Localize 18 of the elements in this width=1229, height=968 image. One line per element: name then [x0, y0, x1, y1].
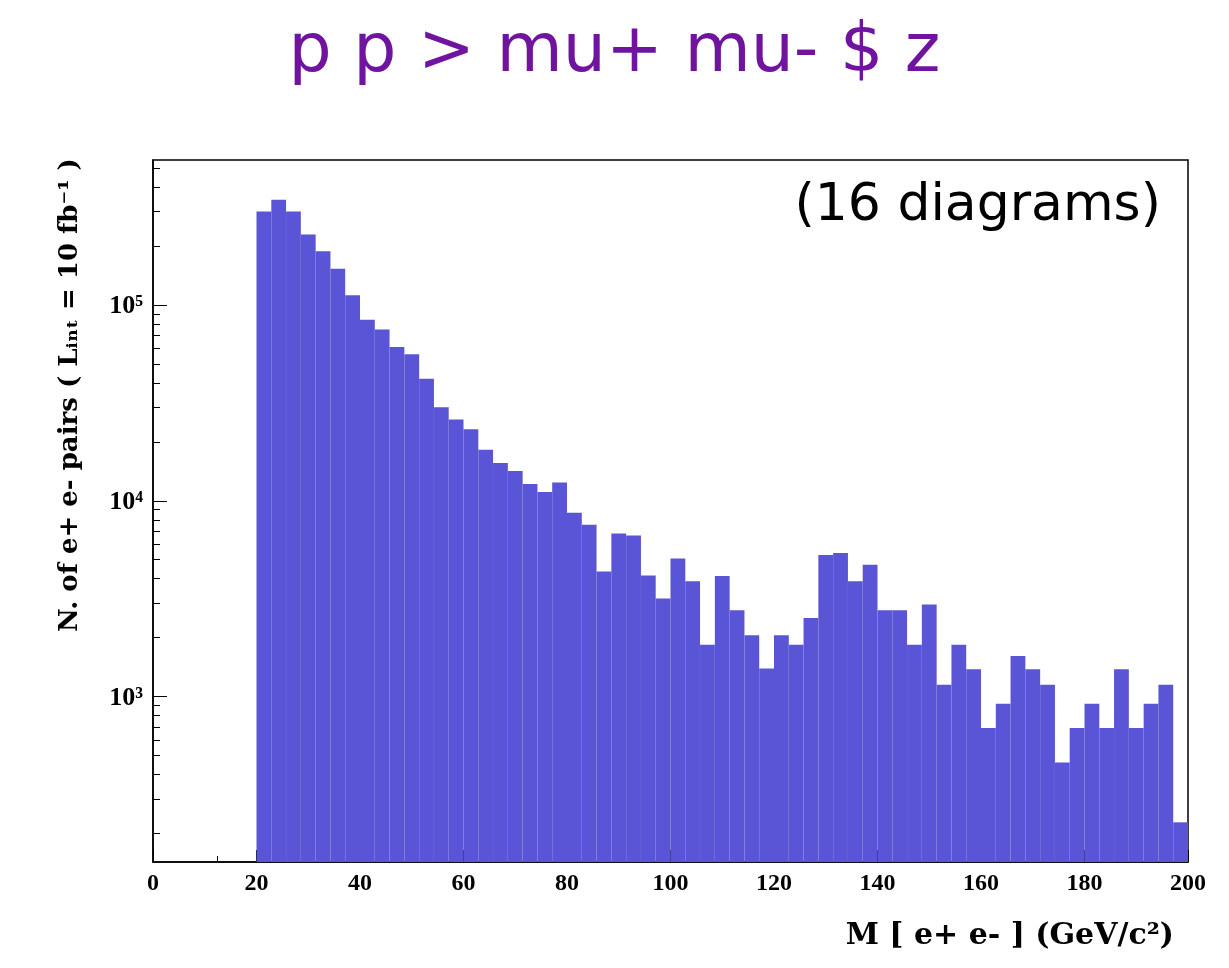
y-tick-label: 10³	[109, 682, 144, 712]
x-tick-label: 80	[555, 869, 579, 895]
x-axis-title: M [ e+ e- ] (GeV/c²)	[845, 915, 1175, 951]
x-tick-label: 20	[244, 869, 269, 895]
x-tick-label: 180	[1066, 869, 1103, 895]
x-tick-label: 0	[147, 869, 159, 895]
x-tick-label: 40	[348, 869, 372, 895]
x-tick-label: 60	[451, 869, 476, 895]
chart-title: p p > mu+ mu- $ z	[288, 7, 941, 87]
x-tick-label: 120	[756, 869, 792, 895]
x-tick-label: 140	[859, 869, 896, 895]
y-axis-title: N. of e+ e- pairs ( Lᵢₙₜ = 10 fb⁻¹ )	[53, 158, 83, 632]
x-tick-label: 160	[963, 869, 999, 895]
y-tick-label: 10⁴	[109, 486, 144, 516]
annotation: (16 diagrams)	[794, 172, 1161, 232]
y-tick-label: 10⁵	[109, 290, 144, 320]
x-tick-label: 200	[1170, 869, 1206, 895]
x-tick-label: 100	[652, 869, 689, 895]
